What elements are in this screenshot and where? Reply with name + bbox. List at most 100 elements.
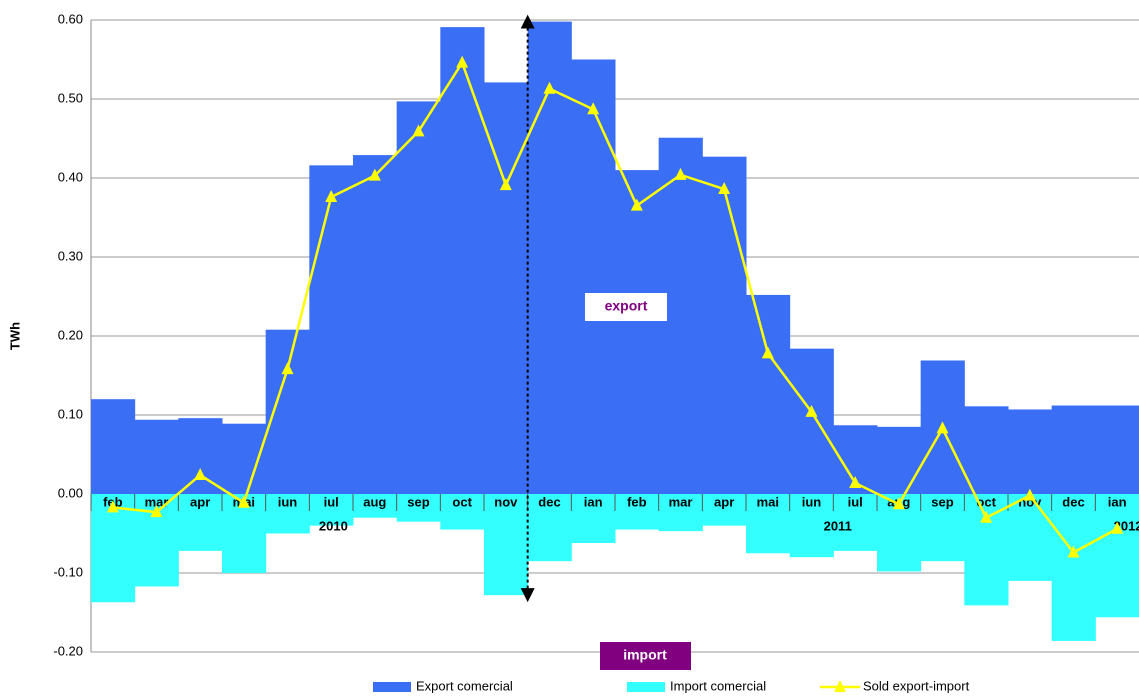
x-tick-label: mar — [669, 494, 693, 509]
bar — [353, 494, 398, 518]
bar — [265, 494, 310, 534]
x-tick-label: ian — [584, 494, 603, 509]
legend-swatch — [373, 682, 411, 692]
bar — [877, 426, 922, 494]
legend-label: Import comercial — [670, 678, 766, 693]
y-tick-label: 0.00 — [58, 485, 83, 500]
bar — [396, 494, 441, 522]
x-tick-label: sep — [407, 494, 429, 509]
bar — [1051, 494, 1096, 641]
line-marker — [1023, 488, 1036, 501]
line-marker — [412, 124, 425, 137]
bar — [134, 419, 179, 494]
line-marker — [150, 505, 163, 518]
bar — [615, 170, 660, 494]
y-tick-label: 0.40 — [58, 169, 83, 184]
bar — [527, 494, 572, 562]
line-marker — [368, 168, 381, 181]
bar — [396, 101, 441, 495]
y-axis-label: TWh — [7, 322, 22, 350]
bar — [440, 494, 485, 530]
line-marker — [325, 189, 338, 202]
line-marker — [761, 346, 774, 359]
bar — [309, 494, 354, 526]
annotation-box — [585, 293, 667, 321]
line-marker — [630, 198, 643, 211]
x-tick-label: ian — [1108, 494, 1127, 509]
line-marker — [849, 475, 862, 488]
line-marker — [718, 182, 731, 195]
line-marker — [237, 495, 250, 508]
y-tick-label: 0.10 — [58, 406, 83, 421]
x-tick-label: dec — [1062, 494, 1084, 509]
bar — [833, 494, 878, 551]
bar — [309, 165, 354, 495]
line-marker — [281, 362, 294, 375]
x-tick-label: dec — [538, 494, 560, 509]
annotation: import — [623, 647, 667, 663]
bar — [178, 418, 223, 494]
bar — [1095, 494, 1139, 618]
y-tick-label: 0.20 — [58, 327, 83, 342]
line-marker — [456, 55, 469, 68]
line — [112, 59, 1118, 555]
y-tick-label: 0.60 — [58, 11, 83, 26]
y-tick-label: 0.50 — [58, 90, 83, 105]
bar — [353, 155, 398, 494]
bars — [91, 21, 1139, 641]
line-marker — [1067, 545, 1080, 558]
legend-label: Sold export-import — [863, 678, 970, 693]
bar — [571, 494, 616, 543]
line-marker — [805, 404, 818, 417]
annotation-box — [600, 642, 691, 670]
line-marker — [194, 468, 207, 481]
x-tick-label: iul — [324, 494, 339, 509]
line-marker — [1111, 521, 1124, 534]
x-tick-label: sep — [931, 494, 953, 509]
line-marker — [499, 178, 512, 191]
annotation: export — [605, 298, 648, 314]
x-tick-label: oct — [452, 494, 472, 509]
year-label: 2011 — [824, 518, 852, 533]
bar — [571, 59, 616, 494]
bar — [615, 494, 660, 530]
line-marker — [936, 421, 949, 434]
bar — [1008, 409, 1053, 494]
bar — [789, 494, 834, 558]
year-label: 2010 — [319, 518, 348, 533]
x-tick-label: iul — [848, 494, 863, 509]
bar — [91, 399, 136, 494]
x-tick-label: apr — [714, 494, 734, 509]
x-tick-label: mai — [757, 494, 779, 509]
bar — [920, 494, 965, 562]
line-marker — [674, 167, 687, 180]
bar — [1051, 405, 1096, 494]
legend-swatch — [834, 680, 846, 692]
bar — [746, 494, 791, 554]
line-marker — [587, 102, 600, 115]
bar — [964, 406, 1009, 494]
bar — [746, 294, 791, 494]
line-marker — [980, 510, 993, 523]
legend-swatch — [627, 682, 665, 692]
x-tick-label: iun — [802, 494, 822, 509]
x-tick-label: iun — [278, 494, 298, 509]
bar — [789, 348, 834, 494]
line-marker — [106, 500, 119, 513]
x-tick-label: aug — [363, 494, 386, 509]
bar — [178, 494, 223, 551]
x-tick-label: feb — [627, 494, 647, 509]
bar — [702, 494, 747, 526]
bar — [658, 494, 703, 532]
bar — [440, 27, 485, 495]
line-marker — [543, 81, 556, 94]
bar — [527, 21, 572, 495]
y-tick-label: 0.30 — [58, 248, 83, 263]
bar — [1008, 494, 1053, 581]
bar — [702, 156, 747, 495]
legend-label: Export comercial — [416, 678, 513, 693]
x-tick-label: nov — [494, 494, 518, 509]
bar — [222, 423, 267, 494]
bar — [1095, 405, 1139, 494]
